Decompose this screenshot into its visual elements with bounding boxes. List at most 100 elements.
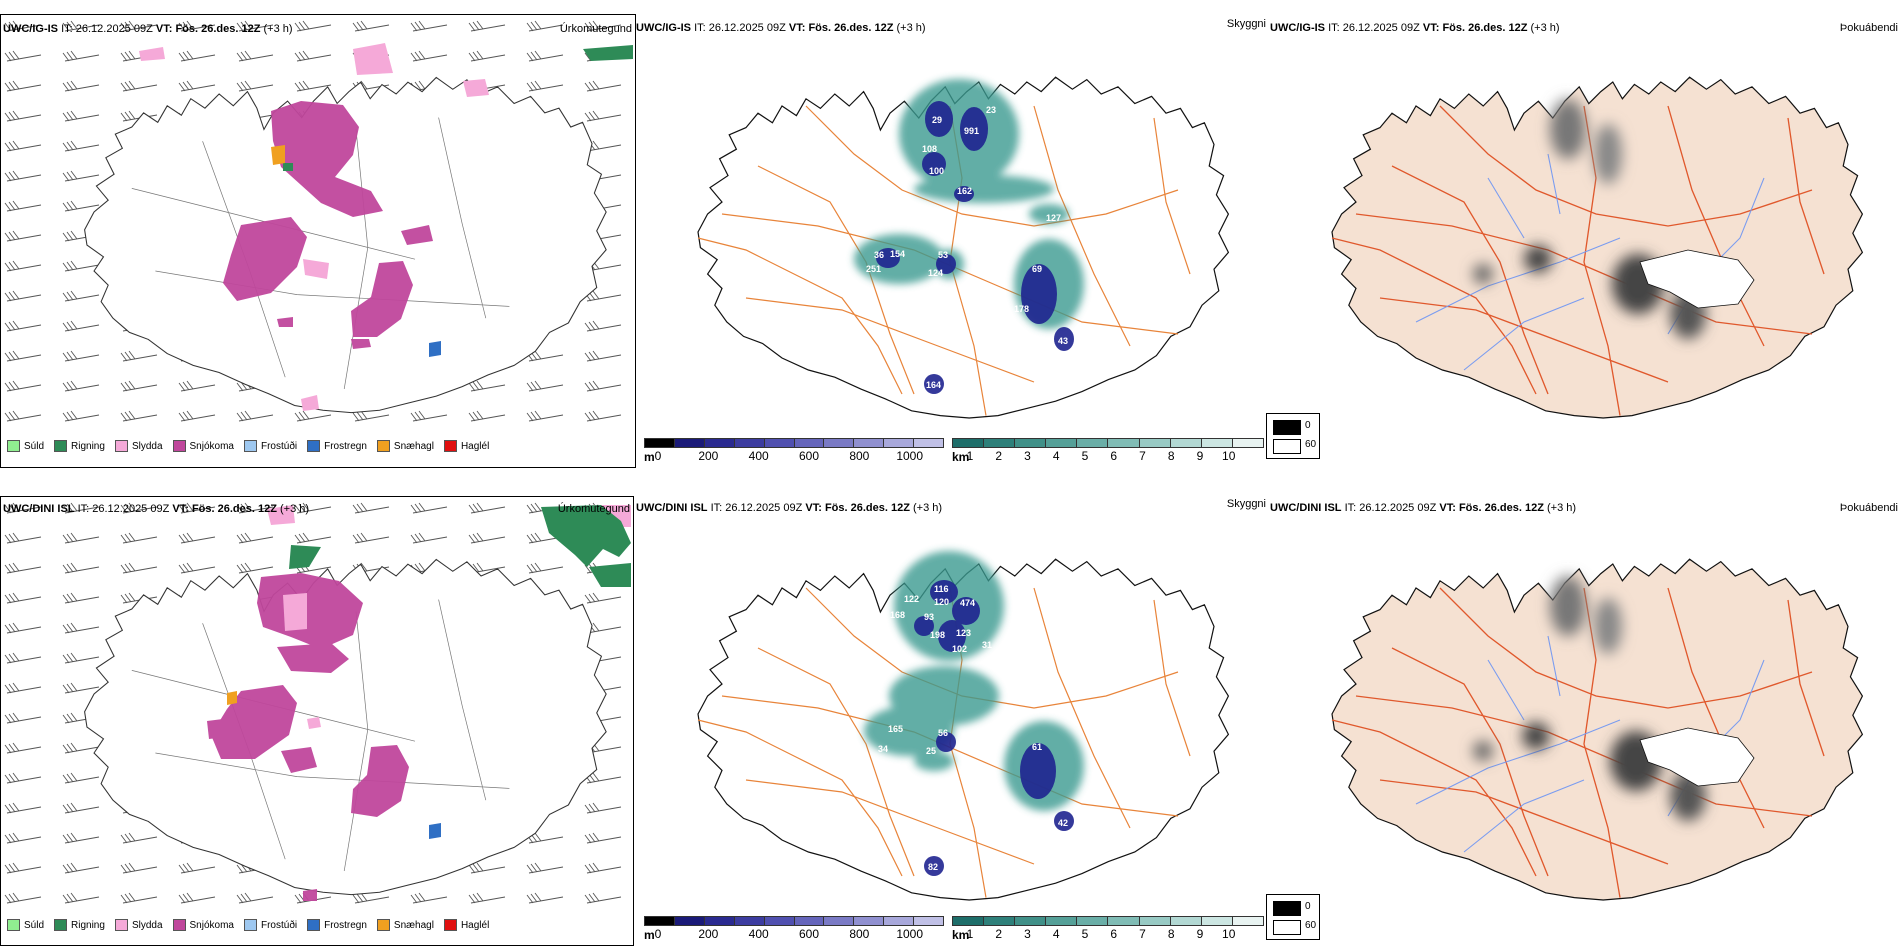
cloud-label: 108 <box>922 144 937 154</box>
cloud-label: 23 <box>986 105 996 115</box>
colorbar-swatch <box>674 917 705 925</box>
low-cloud-areas-row1 <box>876 101 1074 394</box>
colorbar-tick: 1 <box>966 449 974 463</box>
legend-item: Rigning <box>54 919 105 931</box>
cloud-title-row1: Skyggni <box>1226 18 1266 30</box>
colorbar-swatch <box>1046 439 1078 447</box>
cloud-label: 116 <box>934 584 949 594</box>
colorbar-swatch <box>1139 439 1171 447</box>
cloud-label: 53 <box>938 250 948 260</box>
colorbar-tick: 9 <box>1196 449 1204 463</box>
legend-item: Haglél <box>443 440 489 452</box>
legend-label: Frostregn <box>324 440 367 452</box>
colorbar-tick: 8 <box>1167 449 1175 463</box>
cloud-label: 220 <box>992 301 1007 311</box>
cloud-label: 991 <box>964 126 979 136</box>
precip-map-row1[interactable] <box>1 15 633 430</box>
cloud-label: 198 <box>930 630 945 640</box>
cloud-labels-row2: 116 122 120 474 168 93 198 123 102 31 16… <box>878 584 1068 872</box>
cloud-label: 31 <box>982 640 992 650</box>
visibility-colorbar-row2: km 1 2 3 4 5 6 7 8 9 10 <box>952 916 1264 942</box>
legend-label: Slydda <box>131 440 163 452</box>
legend-swatch <box>54 919 68 931</box>
colorbar-swatch <box>1077 439 1109 447</box>
colorbar-swatch <box>645 917 675 925</box>
precip-title-row1: Úrkomutegund <box>559 23 632 35</box>
colorbar-swatch <box>764 917 795 925</box>
cloud-label: 168 <box>890 610 905 620</box>
legend-item: Slydda <box>114 440 163 452</box>
legend-label: Slydda <box>131 919 163 931</box>
colorbar-tick: 5 <box>1081 927 1089 941</box>
colorbar-tick: 8 <box>1167 927 1175 941</box>
colorbar-swatch <box>884 917 915 925</box>
legend-swatch <box>172 440 186 452</box>
colorbar-swatch <box>884 439 915 447</box>
precip-map-row2[interactable] <box>1 497 631 909</box>
header-row2-precip: UWC/DINI ISL IT: 26.12.2025 09Z VT: Fös.… <box>3 503 310 515</box>
colorbar-swatch <box>794 917 825 925</box>
legend-item: Snæhagl <box>376 440 434 452</box>
colorbar-tick: 6 <box>1110 449 1118 463</box>
cloud-label: 43 <box>1058 336 1068 346</box>
rain-areas-row2 <box>289 505 631 587</box>
snow-areas-row1 <box>223 101 433 349</box>
legend-item: Frostregn <box>307 440 367 452</box>
fog-map-row1[interactable] <box>1268 14 1900 434</box>
legend-swatch <box>7 919 20 931</box>
legend-swatch <box>114 440 128 452</box>
precip-legend-row1: Súld Rigning Slydda Snjókoma Frostúði Frostre… <box>7 440 489 452</box>
colorbar-swatch <box>953 439 985 447</box>
legend-label: Haglél <box>460 919 490 931</box>
cloud-label: 29 <box>932 115 942 125</box>
cloud-label: 178 <box>1014 304 1029 314</box>
legend-label: Súld <box>24 919 45 931</box>
colorbar-tick: 7 <box>1139 927 1146 941</box>
colorbar-tick: 400 <box>748 449 769 463</box>
colorbar-tick: 1 <box>966 927 974 941</box>
legend-item: Súld <box>7 440 44 452</box>
colorbar-swatch <box>854 917 885 925</box>
cloud-label: 82 <box>928 862 938 872</box>
colorbar-tick: 10 <box>1222 449 1236 463</box>
colorbar-swatch <box>953 917 985 925</box>
cloud-map-row1[interactable]: 29 991 108 100 162 154 251 53 124 69 220… <box>634 14 1268 434</box>
colorbar-swatch <box>914 917 944 925</box>
cloud-label: 165 <box>888 724 903 734</box>
legend-label: Súld <box>24 440 45 452</box>
visibility-ticks: 1 2 3 4 5 6 7 8 9 10 <box>966 448 1264 463</box>
cloud-label: 93 <box>992 249 1002 259</box>
colorbar-swatch <box>734 917 765 925</box>
colorbar-tick: 600 <box>798 927 820 941</box>
precip-legend-row2: Súld Rigning Slydda Snjókoma Frostúði Frostre… <box>7 919 489 931</box>
cloud-labels-row1: 29 991 108 100 162 154 251 53 124 69 220… <box>866 105 1068 390</box>
cloud-label: 25 <box>926 746 936 756</box>
visibility-ticks: 1 2 3 4 5 6 7 8 9 10 <box>966 926 1264 941</box>
legend-item: Frostúði <box>243 440 297 452</box>
colorbar-swatch <box>824 917 855 925</box>
colorbar-swatch <box>854 439 885 447</box>
fog-swatch-60 <box>1273 920 1301 935</box>
colorbar-tick: 7 <box>1139 449 1146 463</box>
header-row2-fog: UWC/DINI ISL IT: 26.12.2025 09Z VT: Fös.… <box>1270 502 1577 514</box>
fog-map-row2[interactable] <box>1268 496 1900 912</box>
cloud-label: 93 <box>924 612 934 622</box>
legend-item: Snæhagl <box>376 919 434 931</box>
cloud-map-row2[interactable]: 116 122 120 474 168 93 198 123 102 31 16… <box>634 496 1268 912</box>
cloud-label: 124 <box>928 268 943 278</box>
colorbar-tick: 3 <box>1024 927 1031 941</box>
colorbar-swatch <box>704 917 735 925</box>
precip-panel-row2: UWC/DINI ISL IT: 26.12.2025 09Z VT: Fös.… <box>0 496 634 946</box>
legend-swatch <box>376 440 390 452</box>
colorbar-swatch <box>794 439 825 447</box>
cloud-label: 127 <box>1046 213 1061 223</box>
colorbar-swatch <box>1139 917 1171 925</box>
cloudbase-ticks: 0 200 400 600 800 1000 <box>655 448 944 463</box>
legend-item: Snjókoma <box>172 919 234 931</box>
legend-label: Snjókoma <box>189 440 234 452</box>
fog-panel-row2: UWC/DINI ISL IT: 26.12.2025 09Z VT: Fös.… <box>1268 496 1900 944</box>
legend-label: Rigning <box>71 440 105 452</box>
low-cloud-areas-row2 <box>914 580 1074 876</box>
rain-areas-row1 <box>283 45 633 171</box>
cloud-label: 16 <box>992 728 1002 738</box>
